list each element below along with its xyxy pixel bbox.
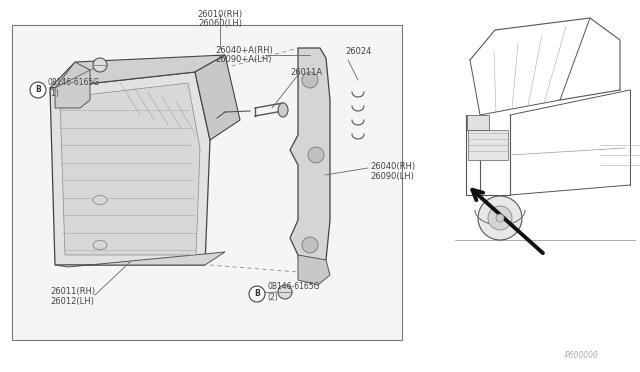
Text: 0B146-6165G: 0B146-6165G <box>267 282 319 291</box>
Text: 26010(RH): 26010(RH) <box>197 10 243 19</box>
Bar <box>12 25 402 340</box>
Text: (2): (2) <box>267 293 278 302</box>
Text: 26011A: 26011A <box>290 68 322 77</box>
Ellipse shape <box>93 241 107 250</box>
Text: P600000: P600000 <box>565 351 599 360</box>
Text: 26040(RH): 26040(RH) <box>370 162 415 171</box>
Text: 26011(RH): 26011(RH) <box>50 287 95 296</box>
Text: (1): (1) <box>48 89 59 98</box>
Polygon shape <box>55 62 90 108</box>
Circle shape <box>278 285 292 299</box>
Circle shape <box>488 206 512 230</box>
Polygon shape <box>290 48 330 272</box>
Polygon shape <box>60 83 200 255</box>
Circle shape <box>249 286 265 302</box>
Bar <box>467 115 489 130</box>
Polygon shape <box>298 255 330 285</box>
Text: B: B <box>35 86 41 94</box>
Text: 26024: 26024 <box>345 47 371 56</box>
Text: 26040+A(RH): 26040+A(RH) <box>215 46 273 55</box>
Text: 26060(LH): 26060(LH) <box>198 19 242 28</box>
Circle shape <box>302 72 318 88</box>
Circle shape <box>478 196 522 240</box>
Ellipse shape <box>93 196 107 205</box>
Polygon shape <box>50 72 210 265</box>
Polygon shape <box>195 55 240 140</box>
Circle shape <box>308 147 324 163</box>
Text: 26090+A(LH): 26090+A(LH) <box>215 55 271 64</box>
Circle shape <box>30 82 46 98</box>
Polygon shape <box>50 55 225 88</box>
Circle shape <box>93 58 107 72</box>
Text: 26012(LH): 26012(LH) <box>50 297 94 306</box>
Text: B: B <box>254 289 260 298</box>
Text: 08146-6165G: 08146-6165G <box>48 78 100 87</box>
Ellipse shape <box>278 103 288 117</box>
Circle shape <box>302 237 318 253</box>
Circle shape <box>496 214 504 222</box>
Polygon shape <box>55 252 225 267</box>
Bar <box>468 130 508 160</box>
Text: 26090(LH): 26090(LH) <box>370 172 414 181</box>
